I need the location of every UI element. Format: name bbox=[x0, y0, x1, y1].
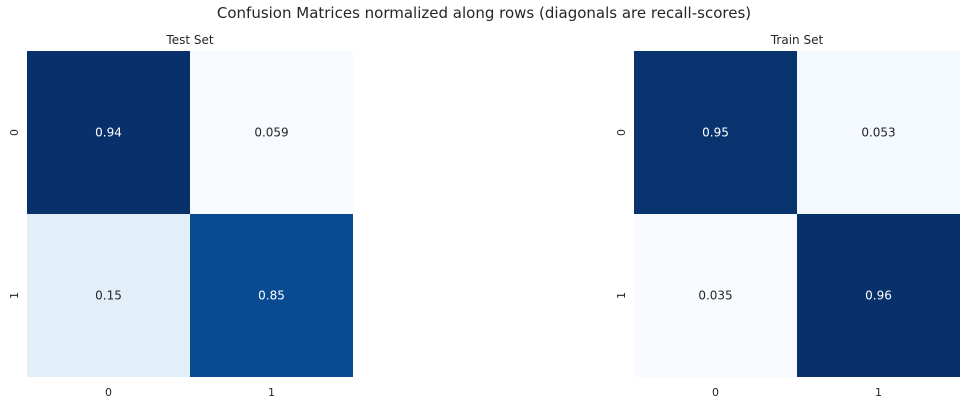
cell-value-label: 0.94 bbox=[95, 126, 122, 140]
cell-value-label: 0.035 bbox=[698, 289, 732, 303]
heatmap-cell bbox=[190, 51, 353, 214]
heatmap-cell bbox=[797, 214, 960, 377]
cell-value-label: 0.96 bbox=[865, 289, 892, 303]
cell-value-label: 0.85 bbox=[258, 289, 285, 303]
x-tick-label: 0 bbox=[105, 386, 112, 399]
cell-value-label: 0.15 bbox=[95, 289, 122, 303]
heatmap-0: Test Set 0.94 0.059 0.15 0.85 0 1 0 1 bbox=[8, 33, 353, 399]
figure-suptitle: Confusion Matrices normalized along rows… bbox=[216, 4, 752, 22]
heatmap-title: Test Set bbox=[165, 33, 213, 47]
heatmap-cell bbox=[634, 51, 797, 214]
cell-value-label: 0.059 bbox=[254, 126, 288, 140]
y-tick-label: 1 bbox=[615, 292, 628, 299]
x-tick-label: 1 bbox=[268, 386, 275, 399]
heatmap-1: Train Set 0.95 0.053 0.035 0.96 0 1 0 1 bbox=[615, 33, 960, 399]
y-tick-label: 0 bbox=[615, 129, 628, 136]
heatmap-cell bbox=[190, 214, 353, 377]
x-tick-label: 0 bbox=[712, 386, 719, 399]
y-tick-label: 1 bbox=[8, 292, 21, 299]
heatmap-cell bbox=[634, 214, 797, 377]
cell-value-label: 0.95 bbox=[702, 126, 729, 140]
cell-value-label: 0.053 bbox=[861, 126, 895, 140]
heatmap-cell bbox=[797, 51, 960, 214]
heatmap-cell bbox=[27, 214, 190, 377]
heatmap-title: Train Set bbox=[770, 33, 824, 47]
x-tick-label: 1 bbox=[875, 386, 882, 399]
heatmap-cell bbox=[27, 51, 190, 214]
y-tick-label: 0 bbox=[8, 129, 21, 136]
